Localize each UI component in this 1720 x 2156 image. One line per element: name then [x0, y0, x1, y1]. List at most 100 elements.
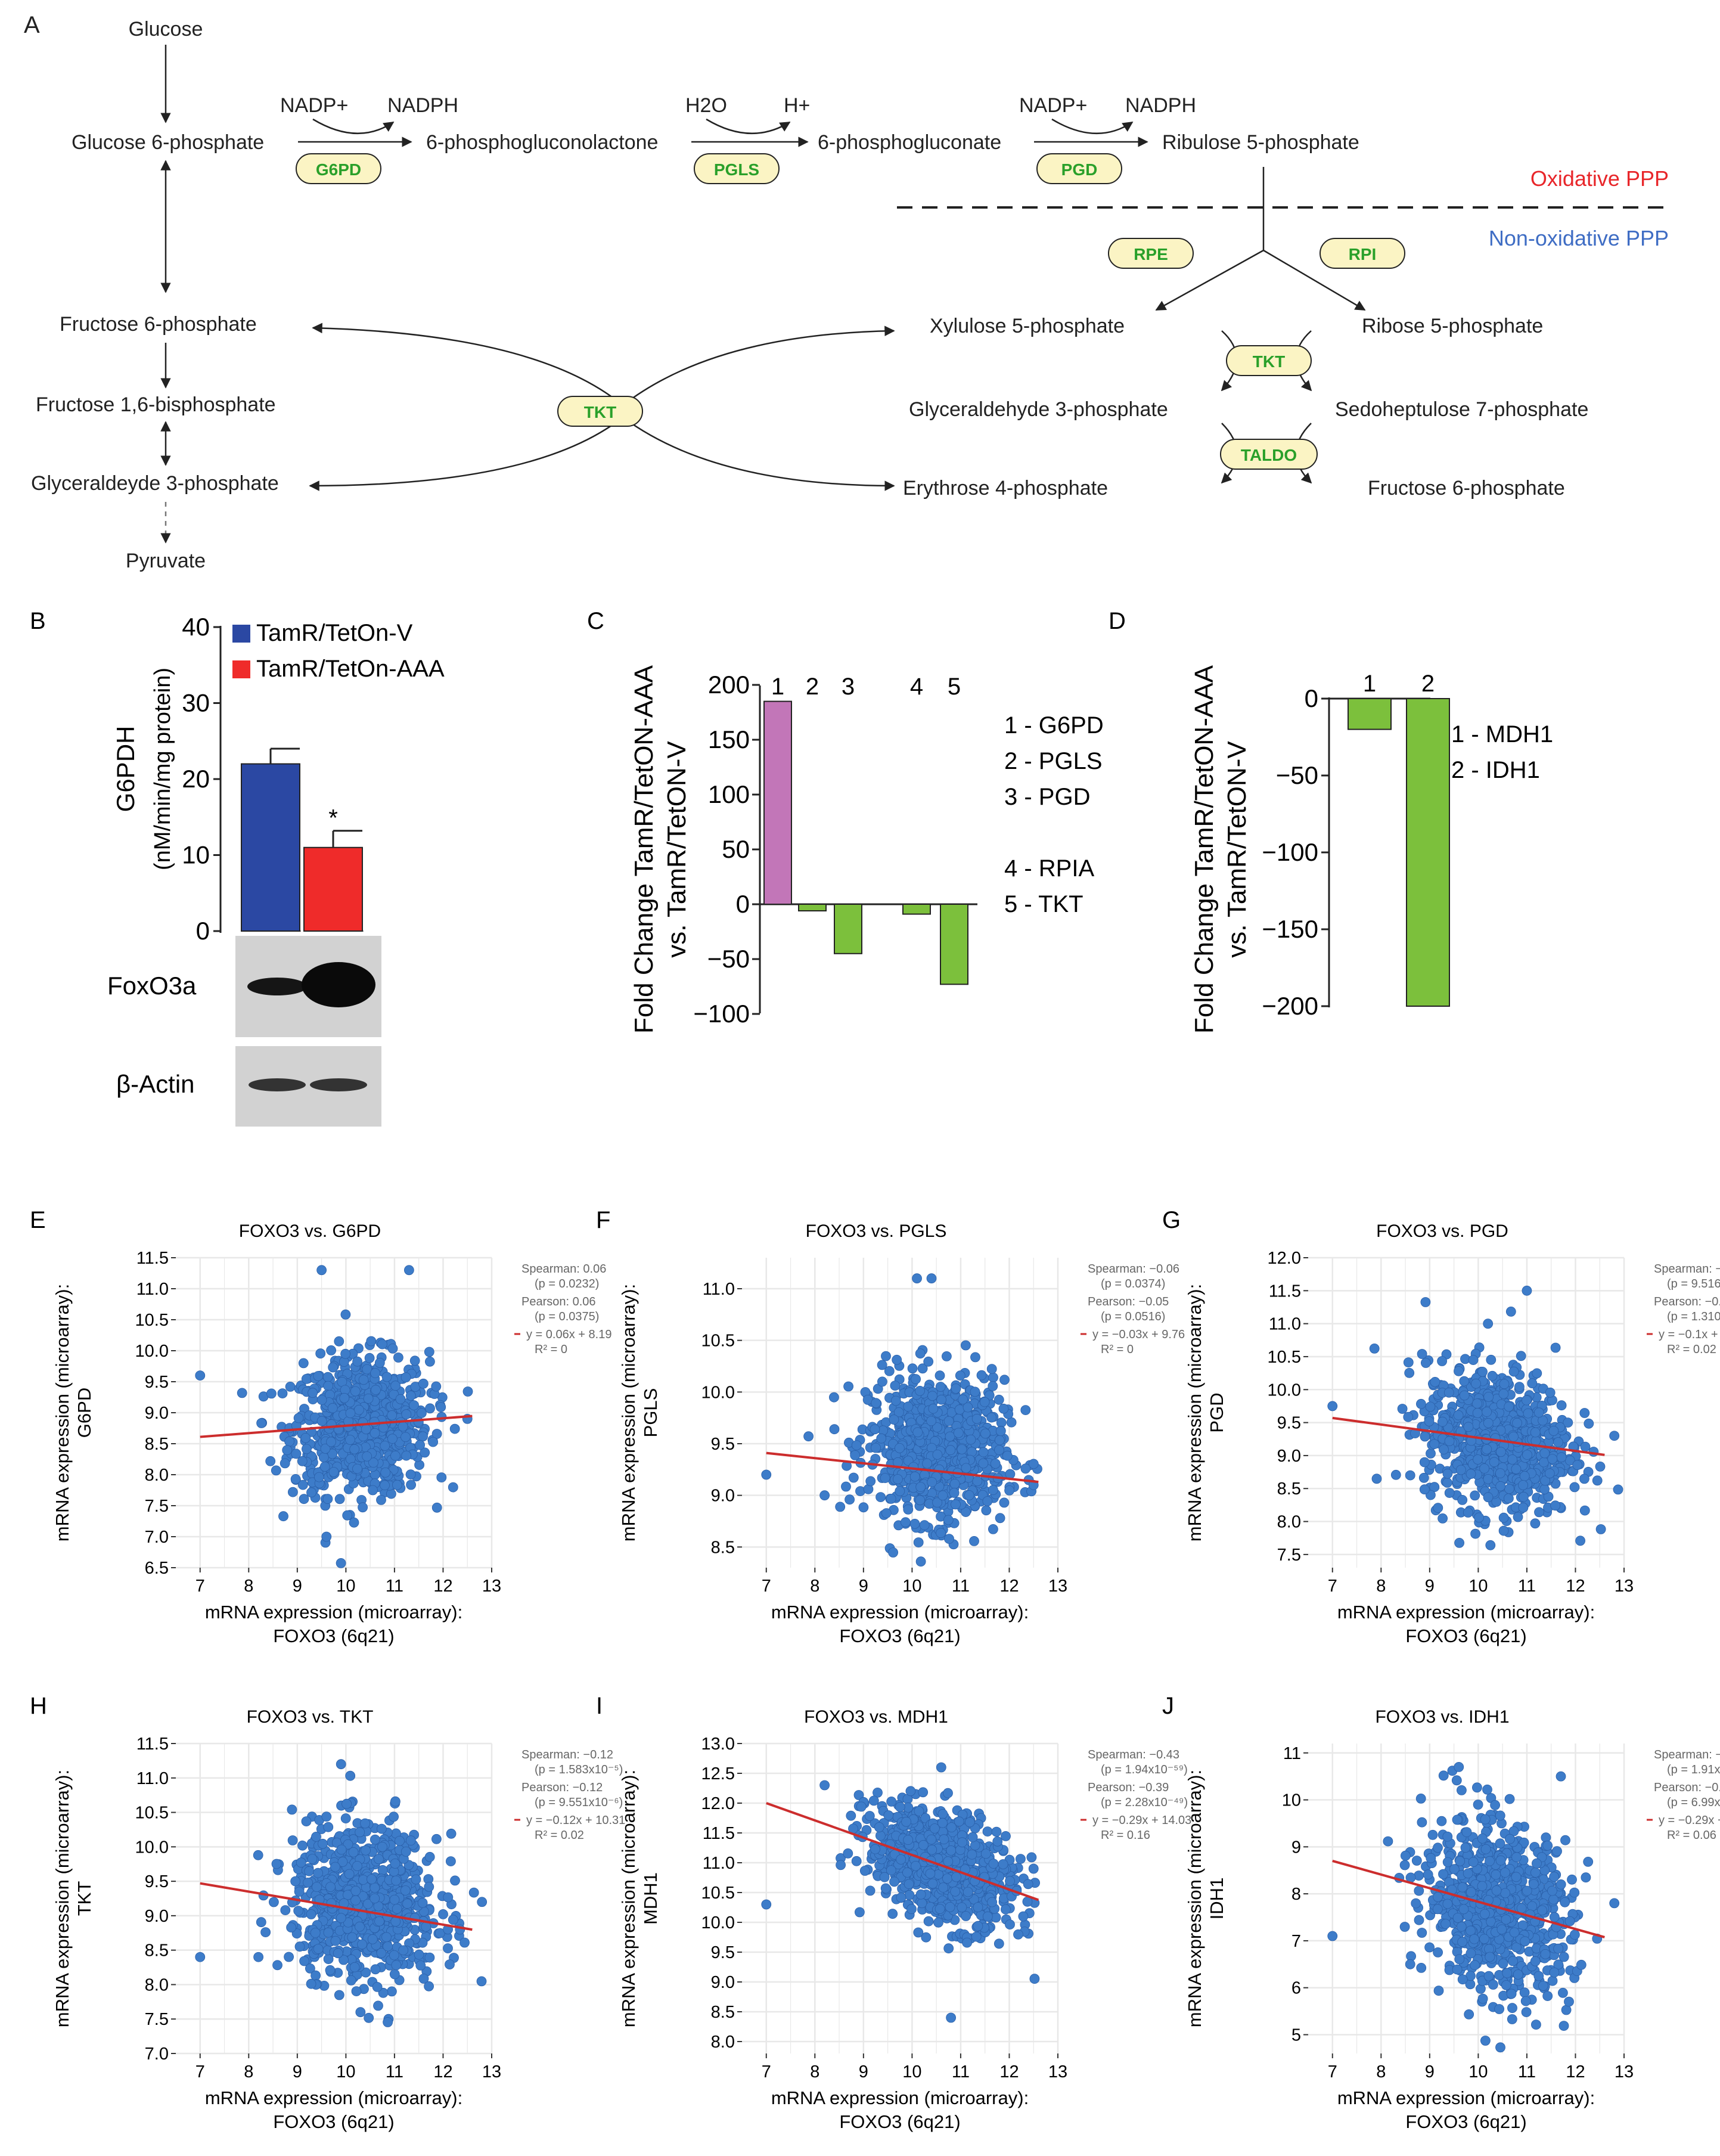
scatter-point [405, 1469, 416, 1480]
scatter-point [1595, 1461, 1606, 1472]
scatter-point [876, 1433, 887, 1444]
scatter-point [875, 1831, 886, 1841]
scatter-point [1444, 1488, 1455, 1499]
panel-b-legend-v: TamR/TetOn-V [256, 620, 413, 646]
ytick-label: 10.5 [135, 1804, 169, 1823]
scatter-point [352, 1356, 362, 1367]
scatter-point [903, 1835, 914, 1845]
scatter-point [918, 1787, 929, 1798]
ytick-label: 11.5 [1269, 1282, 1301, 1301]
scatter-point [961, 1911, 971, 1921]
scatter-point [864, 1811, 875, 1821]
scatter-point [892, 1354, 902, 1365]
scatter-point [347, 1932, 358, 1943]
scatter-point [352, 1861, 362, 1871]
metabolite-sedoheptulose-7-phosphate: Sedoheptulose 7-phosphate [1335, 398, 1588, 421]
scatter-point [327, 1403, 338, 1413]
scatter-point [391, 1875, 401, 1886]
panel-d-ytick-label: 0 [1305, 684, 1318, 712]
xtick-label: 12 [433, 1577, 452, 1596]
xtick-label: 13 [1048, 1577, 1067, 1596]
scatter-point [1507, 2014, 1517, 2024]
scatter-point [307, 1854, 318, 1865]
scatter-point [903, 1504, 914, 1515]
scatter-point [417, 1408, 427, 1419]
scatter-point [1584, 1418, 1594, 1429]
scatter-point [334, 1990, 344, 2000]
scatter-point [1474, 1512, 1485, 1523]
scatter-point [843, 1381, 853, 1392]
scatter-point [1530, 1427, 1541, 1438]
scatter-point [935, 1382, 946, 1392]
scatter-point [963, 1887, 973, 1897]
scatter-point [1498, 1525, 1509, 1536]
scatter-point [976, 1370, 987, 1381]
scatter-point [1507, 1454, 1518, 1465]
scatter-point [1581, 1872, 1591, 1883]
scatter-point [845, 1494, 855, 1505]
scatter-point [271, 1859, 282, 1869]
scatter-point [300, 1432, 311, 1443]
scatter-point [1479, 1463, 1490, 1474]
scatter-point [967, 1849, 977, 1860]
scatter-point [330, 1862, 340, 1872]
scatter-point [951, 1872, 961, 1882]
panel-d-legend-1: 1 - MDH1 [1451, 721, 1553, 747]
ytick-label: 10.0 [701, 1383, 735, 1402]
scatter-point [990, 1459, 1001, 1469]
scatter-point [301, 1816, 312, 1827]
scatter-point [340, 1813, 351, 1824]
scatter-point [290, 1473, 301, 1484]
ytick-label: 9.0 [711, 1973, 735, 1992]
scatter-point [1020, 1463, 1031, 1474]
scatter-point [448, 1915, 458, 1925]
xtick-label: 9 [293, 1577, 302, 1596]
ylabel-2: PGD [1206, 1392, 1227, 1432]
scatter-point [986, 1364, 997, 1375]
scatter-point [1443, 1387, 1454, 1398]
regression-line [200, 1414, 473, 1438]
xtick-label: 11 [386, 2062, 403, 2081]
scatter-point [851, 1440, 862, 1451]
scatter-point [305, 1963, 315, 1974]
panel-c-bar-4 [902, 904, 931, 915]
scatter-point [413, 1416, 424, 1427]
scatter-point [1516, 1351, 1526, 1361]
scatter-point [294, 1941, 305, 1952]
ytick-label: 7.5 [145, 2010, 169, 2029]
scatter-point [370, 1882, 380, 1893]
scatter-point [943, 1788, 953, 1798]
scatter-point [1556, 1452, 1567, 1463]
scatter-point [285, 1381, 296, 1392]
scatter-point [298, 1358, 309, 1369]
scatter-point [1489, 1457, 1499, 1468]
scatter-point [340, 1348, 350, 1359]
scatter-point [1579, 1408, 1590, 1418]
blot-foxo3a-band-v [247, 978, 307, 995]
panel-b-legend-aaa: TamR/TetOn-AAA [256, 656, 445, 682]
xlabel-2: FOXO3 (6q21) [273, 1625, 394, 1646]
scatter-point [1522, 1450, 1532, 1460]
ylabel-2: IDH1 [1206, 1878, 1227, 1920]
scatter-point [406, 1479, 416, 1490]
scatter-point [1419, 1484, 1430, 1495]
scatter-point [364, 2012, 374, 2023]
scatter-point [395, 1835, 405, 1846]
scatter-point [998, 1859, 1008, 1869]
arrow-to-r5p [1263, 249, 1366, 311]
stat-text: R² = 0.02 [535, 1829, 584, 1842]
scatter-point [389, 1811, 399, 1822]
legend-swatch-aaa [232, 660, 250, 678]
scatter-point [988, 1372, 998, 1383]
scatter-point [904, 1890, 915, 1900]
scatter-point [1521, 1395, 1532, 1406]
scatter-point [424, 1981, 434, 1991]
panel-d-bar-number: 1 [1363, 671, 1376, 697]
scatter-point [357, 1939, 367, 1950]
xtick-label: 8 [244, 2062, 253, 2081]
metabolite-glucose: Glucose [129, 18, 203, 41]
scatter-point [313, 1944, 324, 1955]
scatter-point [868, 1795, 879, 1806]
scatter-point [943, 1515, 954, 1525]
scatter-title: FOXO3 vs. TKT [247, 1707, 374, 1727]
